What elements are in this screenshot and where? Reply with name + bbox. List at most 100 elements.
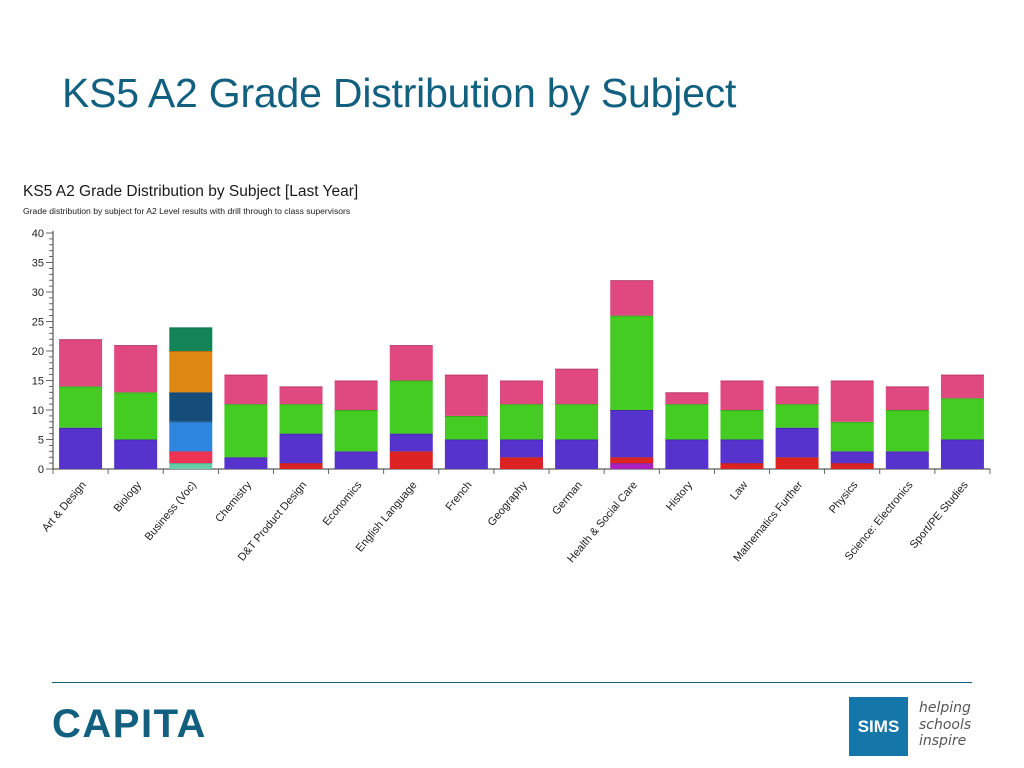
bar-segment-edge xyxy=(500,404,543,406)
bar-segment xyxy=(500,457,543,469)
bar-segment xyxy=(114,439,158,469)
bar-segment-edge xyxy=(334,451,378,453)
bar-segment xyxy=(830,421,874,452)
y-tick-label: 15 xyxy=(32,376,44,388)
chart-title: KS5 A2 Grade Distribution by Subject [La… xyxy=(23,183,359,200)
bar-segment xyxy=(555,404,599,440)
bar-segment-edge xyxy=(444,439,488,441)
bar-segment-edge xyxy=(169,451,213,453)
x-category-label: Chemistry xyxy=(213,479,254,525)
bar-segment xyxy=(389,433,433,452)
y-tick-label: 25 xyxy=(32,317,44,329)
bar-segment xyxy=(720,439,764,464)
x-category-label: Sport/PE Studies xyxy=(908,479,971,551)
bar-segment-edge xyxy=(555,404,599,406)
bar-segment xyxy=(500,404,543,440)
bar-segment xyxy=(444,415,488,440)
bar-segment xyxy=(59,339,103,387)
bar-segment-edge xyxy=(279,463,323,465)
bar-segment-edge xyxy=(114,439,158,441)
bar-segment xyxy=(720,410,764,440)
tagline-line-2: schools xyxy=(919,716,972,733)
bar-segment-edge xyxy=(720,410,764,411)
bar-segment-edge xyxy=(500,457,543,459)
bar-segment xyxy=(169,351,213,393)
bar-segment xyxy=(279,433,323,464)
bar-segment-edge xyxy=(940,398,984,400)
bar-segment xyxy=(830,463,874,469)
bar-segment xyxy=(775,427,819,458)
bar-segment-edge xyxy=(720,463,764,465)
bar-segment xyxy=(940,374,984,399)
bar-segment-edge xyxy=(885,410,929,411)
bar-segment-edge xyxy=(334,410,378,411)
bar-segment-edge xyxy=(500,380,543,382)
bar-segment xyxy=(940,398,984,440)
bar-segment-edge xyxy=(389,433,433,435)
bar-segment-edge xyxy=(334,380,378,382)
bar-segment xyxy=(610,280,654,316)
bar-segment-edge xyxy=(665,439,709,441)
bar-segment-edge xyxy=(389,380,433,382)
bar-segment-edge xyxy=(610,280,654,282)
bar-segment-edge xyxy=(224,374,268,376)
bar-segment-edge xyxy=(59,427,103,429)
bar-segment xyxy=(59,427,103,469)
bar-segment-edge xyxy=(610,410,654,411)
bar-segment xyxy=(610,315,654,410)
bar-segment xyxy=(720,380,764,410)
bar-segment xyxy=(224,374,268,405)
bar-segment-edge xyxy=(114,345,158,347)
bar-segment xyxy=(389,451,433,469)
tagline-line-3: inspire xyxy=(919,733,967,749)
bar-segment xyxy=(444,374,488,416)
bar-segment-edge xyxy=(610,315,654,317)
x-category-label: History xyxy=(664,479,696,513)
bar-segment-edge xyxy=(169,351,213,352)
bar-segment xyxy=(444,439,488,469)
tagline-line-1: helping xyxy=(919,700,971,716)
bar-segment xyxy=(389,380,433,434)
bar-segment-edge xyxy=(830,380,874,382)
bar-segment-edge xyxy=(555,368,599,370)
bar-segment xyxy=(665,439,709,469)
bar-segment xyxy=(665,392,709,405)
bar-segment xyxy=(940,439,984,469)
bar-segment-edge xyxy=(169,421,213,423)
bar-segment xyxy=(224,457,268,469)
bar-segment xyxy=(720,463,764,469)
sims-tagline: helping schools inspire xyxy=(919,700,989,750)
bar-segment-edge xyxy=(775,404,819,406)
sims-logo: SIMS xyxy=(849,697,908,756)
x-category-label: Art & Design xyxy=(40,479,89,534)
bar-segment-edge xyxy=(940,374,984,376)
bar-segment-edge xyxy=(665,404,709,406)
bar-segment-edge xyxy=(830,421,874,423)
bar-segment xyxy=(885,386,929,410)
bar-segment-edge xyxy=(169,327,213,329)
bar-segment xyxy=(885,410,929,452)
bar-segment-edge xyxy=(389,345,433,347)
bar-segment xyxy=(610,410,654,458)
bar-segment-edge xyxy=(279,433,323,435)
bar-segment xyxy=(334,410,378,452)
bar-segment-edge xyxy=(169,392,213,394)
bar-segment-edge xyxy=(610,463,654,465)
x-category-label: Law xyxy=(728,479,750,502)
bar-segment xyxy=(500,439,543,458)
y-tick-label: 20 xyxy=(32,346,44,358)
stacked-bar-chart: 0 5 10 15 20 25 30 35 40 Art & Design BiologyBusin… xyxy=(32,228,991,565)
slide-title: KS5 A2 Grade Distribution by Subject xyxy=(62,70,737,116)
bar-segment-edge xyxy=(720,380,764,382)
bar-segment xyxy=(775,386,819,405)
bar-segment-edge xyxy=(59,339,103,341)
bar-segment-edge xyxy=(169,463,213,465)
bar-segment-edge xyxy=(665,392,709,394)
footer-divider xyxy=(52,682,972,683)
bar-segment-edge xyxy=(114,392,158,394)
bar-segment xyxy=(224,404,268,458)
x-category-label: French xyxy=(443,479,474,513)
bar-segment-edge xyxy=(610,457,654,459)
bar-segment xyxy=(610,463,654,469)
bar-segment xyxy=(610,457,654,464)
